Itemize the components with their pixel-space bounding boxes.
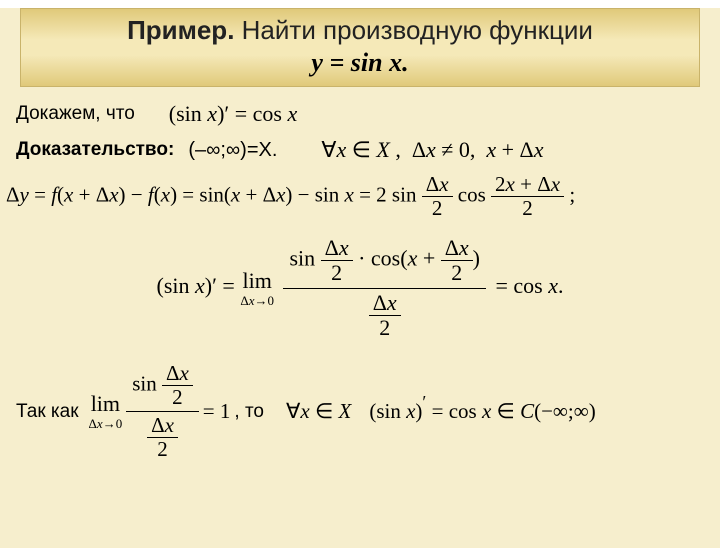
inner-frac-3: Δx 2 — [369, 291, 401, 340]
frac-den: 2 — [518, 197, 537, 220]
frac-2xdx-2: 2x + Δx 2 — [491, 173, 564, 220]
lim-bot: Δx→0 — [240, 294, 274, 307]
proof-row: Доказательство: (–∞;∞)=X. ∀x ∈ X , Δx ≠ … — [16, 137, 704, 163]
frac-num: Δx — [147, 414, 178, 438]
frac-num: Δx — [441, 236, 473, 261]
inner-frac-5: Δx 2 — [147, 414, 178, 461]
tail-semicolon: ; — [569, 182, 575, 206]
since-frac-den: Δx 2 — [141, 412, 184, 463]
forall-part: ∀x ∈ X — [286, 399, 351, 424]
prove-label: Докажем, что — [16, 103, 135, 125]
frac-den: 2 — [375, 316, 394, 340]
then-label: , то — [234, 401, 264, 423]
derivative-equation: (sin x)′ = lim Δx→0 sin Δx 2 · cos(x + Δ… — [16, 234, 704, 342]
frac-dx-2-a: Δx 2 — [422, 173, 453, 220]
header-rest: Найти производную функции — [234, 15, 593, 45]
inner-frac-2: Δx 2 — [441, 236, 473, 285]
slide: Пример. Найти производную функции y = si… — [0, 8, 720, 548]
frac-num: Δx — [369, 291, 401, 316]
prove-row: Докажем, что (sin x)′ = cos x — [16, 101, 704, 127]
frac-den: 2 — [153, 438, 172, 461]
frac-num: Δx — [162, 362, 193, 386]
conditions: ∀x ∈ X , Δx ≠ 0, x + Δx — [321, 137, 543, 163]
main-frac-num: sin Δx 2 · cos(x + Δx 2 ) — [283, 234, 486, 288]
header-line-2: y = sin x. — [29, 48, 691, 78]
header-prefix: Пример. — [127, 15, 234, 45]
delta-y-equation: Δy = f(x + Δx) − f(x) = sin(x + Δx) − si… — [6, 173, 704, 220]
domain-text: (–∞;∞)=X. — [188, 139, 277, 162]
limit-symbol: lim Δx→0 — [240, 270, 274, 307]
proof-label: Доказательство: — [16, 139, 174, 161]
inner-frac-1: Δx 2 — [321, 236, 353, 285]
frac-num: Δx — [321, 236, 353, 261]
lim-top: lim — [91, 393, 120, 415]
main-frac-den: Δx 2 — [363, 289, 407, 342]
frac-num: Δx — [422, 173, 453, 197]
since-row: Так как lim Δx→0 sin Δx 2 Δx 2 — [16, 360, 704, 463]
frac-den: 2 — [168, 386, 187, 409]
limit-symbol-2: lim Δx→0 — [89, 393, 123, 430]
content-area: Докажем, что (sin x)′ = cos x Доказатель… — [0, 99, 720, 463]
main-fraction: sin Δx 2 · cos(x + Δx 2 ) Δx 2 — [283, 234, 486, 342]
slide-header: Пример. Найти производную функции y = si… — [20, 8, 700, 87]
since-main-fraction: sin Δx 2 Δx 2 — [126, 360, 199, 463]
header-line-1: Пример. Найти производную функции — [29, 15, 691, 46]
frac-num: 2x + Δx — [491, 173, 564, 197]
inner-frac-4: Δx 2 — [162, 362, 193, 409]
lim-bot: Δx→0 — [89, 417, 123, 430]
frac-den: 2 — [447, 261, 466, 285]
frac-den: 2 — [428, 197, 447, 220]
since-label: Так как — [16, 401, 79, 423]
eq-one: = 1 — [203, 399, 231, 424]
since-frac-num: sin Δx 2 — [126, 360, 199, 412]
prove-formula: (sin x)′ = cos x — [169, 101, 297, 127]
lim-top: lim — [242, 270, 271, 292]
frac-den: 2 — [327, 261, 346, 285]
result-part: (sin x)′ = cos x ∈ C(−∞;∞) — [369, 399, 595, 424]
